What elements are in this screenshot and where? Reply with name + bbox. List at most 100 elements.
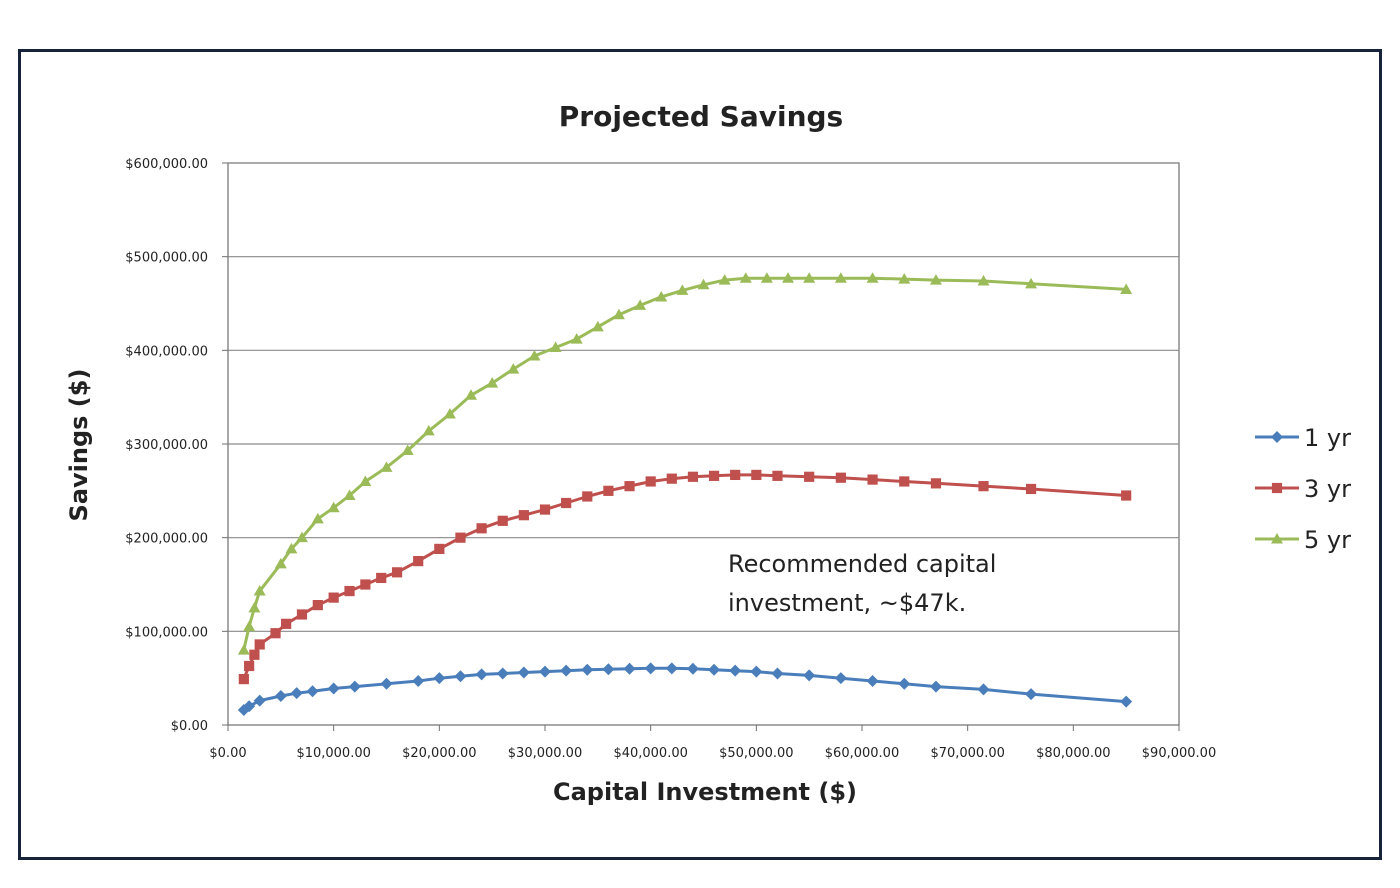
- data-point: [539, 504, 551, 515]
- data-point: [665, 662, 678, 675]
- data-point: [676, 284, 689, 295]
- x-tick-label: $90,000.00: [1142, 746, 1216, 761]
- data-point: [243, 700, 256, 713]
- data-point: [686, 662, 699, 675]
- data-point: [834, 672, 847, 685]
- data-point: [343, 489, 356, 501]
- data-point: [977, 683, 990, 696]
- data-point: [930, 478, 942, 489]
- data-point: [296, 609, 308, 620]
- annotation-line-2: investment, ~$47k.: [728, 589, 966, 617]
- gridlines: [228, 162, 1179, 632]
- data-point: [602, 663, 615, 676]
- data-point: [528, 349, 541, 361]
- x-tick-label: $40,000.00: [613, 746, 687, 761]
- data-point: [634, 299, 647, 310]
- data-point: [803, 272, 816, 283]
- data-point: [1120, 283, 1133, 294]
- data-point: [244, 660, 255, 672]
- annotation-line-1: Recommended capital: [728, 550, 996, 578]
- data-point: [253, 585, 266, 596]
- data-point: [866, 272, 879, 283]
- data-point: [248, 601, 261, 613]
- data-point: [401, 444, 414, 456]
- data-point: [718, 274, 731, 285]
- chart-frame: [18, 49, 1382, 860]
- data-point: [249, 649, 260, 660]
- data-point: [539, 665, 551, 678]
- data-point: [708, 663, 721, 676]
- data-point: [687, 471, 699, 482]
- data-point: [603, 485, 614, 496]
- data-point: [750, 665, 763, 678]
- data-point: [253, 694, 266, 707]
- data-point: [1121, 490, 1132, 501]
- axis-ticks: $0.00 $100,000.00 $200,000.00 $300,000.00 $4…: [125, 157, 1216, 761]
- data-point: [866, 674, 879, 687]
- data-point: [834, 272, 847, 283]
- data-point: [475, 668, 488, 681]
- data-point: [359, 475, 372, 486]
- data-point: [899, 476, 910, 487]
- data-point: [306, 685, 319, 698]
- legend-label: 3 yr: [1304, 475, 1351, 503]
- y-tick-label: $100,000.00: [125, 625, 208, 640]
- data-point: [751, 469, 762, 481]
- data-point: [497, 515, 508, 526]
- data-point: [344, 585, 355, 597]
- data-point: [518, 510, 529, 521]
- data-point: [803, 669, 816, 682]
- y-tick-label: $200,000.00: [125, 532, 208, 547]
- data-point: [1025, 688, 1038, 701]
- data-point: [274, 557, 287, 569]
- data-point: [328, 592, 339, 603]
- data-point: [507, 363, 520, 374]
- data-point: [455, 532, 466, 543]
- legend-marker: [1271, 482, 1283, 494]
- data-point: [898, 273, 911, 284]
- data-point: [655, 290, 668, 302]
- data-point: [623, 662, 636, 675]
- data-point: [644, 662, 657, 675]
- data-point: [348, 680, 361, 693]
- data-point: [476, 523, 487, 534]
- data-point: [612, 308, 625, 320]
- data-point: [270, 628, 281, 639]
- data-point: [237, 644, 250, 655]
- data-point: [561, 497, 572, 509]
- data-point: [697, 278, 710, 290]
- data-point: [835, 472, 846, 483]
- data-point: [380, 677, 393, 690]
- data-point: [624, 481, 635, 492]
- data-point: [666, 473, 677, 484]
- data-point: [549, 341, 562, 353]
- legend-label: 1 yr: [1304, 424, 1351, 452]
- y-tick-label: $600,000.00: [125, 157, 208, 172]
- series-1: [238, 469, 1132, 685]
- data-point: [413, 555, 424, 567]
- x-tick-label: $20,000.00: [402, 746, 476, 761]
- data-point: [729, 664, 742, 677]
- data-point: [391, 567, 403, 578]
- x-tick-label: $0.00: [209, 746, 246, 761]
- data-point: [254, 639, 265, 650]
- data-point: [1025, 277, 1038, 289]
- chart-title: Projected Savings: [559, 100, 843, 133]
- data-point: [376, 572, 387, 584]
- data-point: [560, 664, 573, 677]
- data-point: [1025, 483, 1037, 495]
- data-point: [443, 408, 456, 419]
- y-axis-title: Savings ($): [65, 369, 93, 522]
- x-tick-label: $50,000.00: [719, 746, 793, 761]
- legend-label: 5 yr: [1304, 526, 1351, 554]
- data-point: [977, 275, 990, 286]
- data-point: [454, 670, 467, 683]
- data-point: [517, 666, 530, 679]
- x-tick-label: $30,000.00: [508, 746, 582, 761]
- data-point: [867, 474, 878, 485]
- data-point: [804, 471, 815, 482]
- data-point: [290, 687, 303, 700]
- x-tick-label: $70,000.00: [930, 746, 1004, 761]
- y-tick-label: $400,000.00: [125, 344, 208, 359]
- data-point: [760, 272, 773, 283]
